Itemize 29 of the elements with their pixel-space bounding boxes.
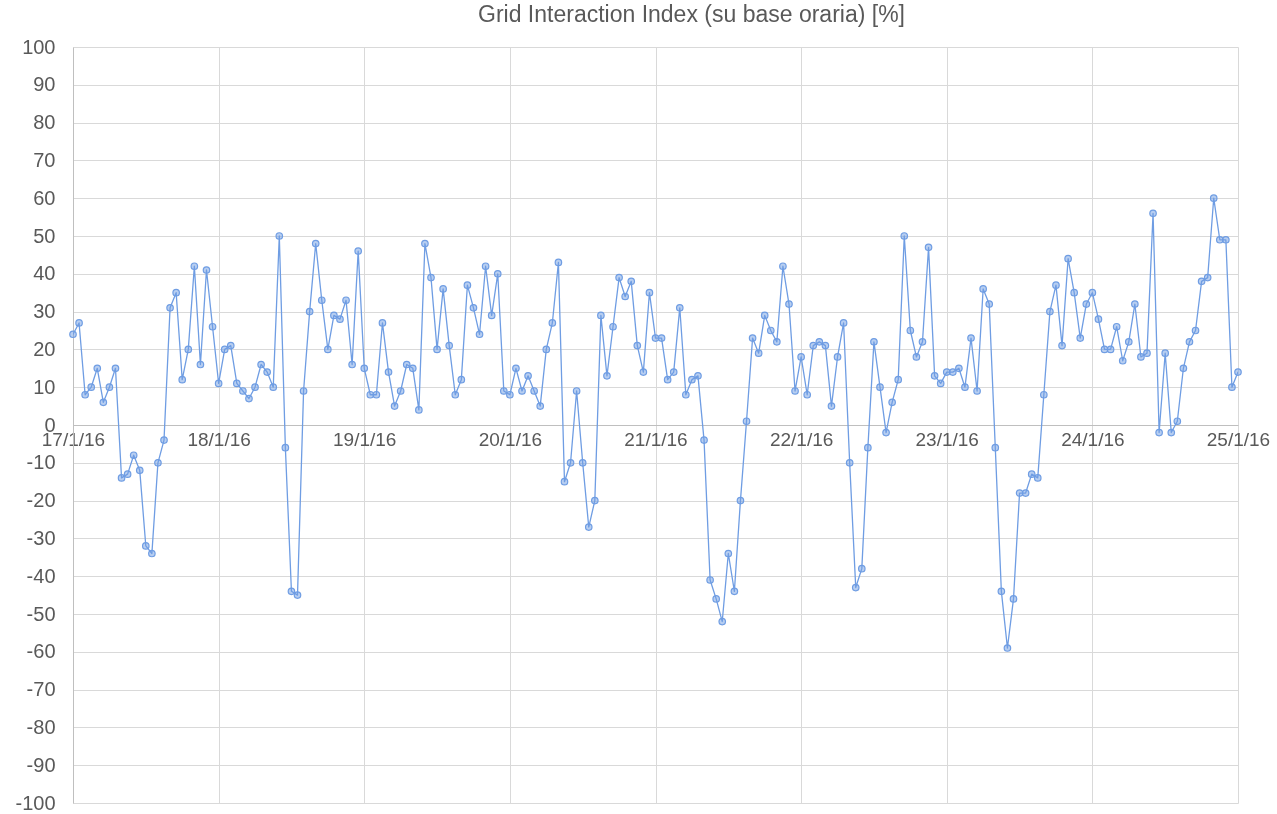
y-tick-label: 80 [33, 111, 56, 134]
x-tick-label: 20/1/16 [478, 428, 543, 450]
y-tick-label: -90 [26, 753, 56, 776]
y-tick-label: 100 [22, 35, 56, 58]
x-tick-label: 18/1/16 [187, 428, 251, 450]
y-tick-label: -10 [26, 451, 56, 474]
y-tick-label: 20 [33, 337, 56, 360]
y-tick-label: 70 [33, 148, 56, 171]
y-tick-label: 90 [33, 73, 56, 96]
y-tick-label: 10 [33, 375, 56, 398]
chart-title: Grid Interaction Index (su base oraria) [%] [478, 1, 905, 27]
y-tick-label: 30 [33, 300, 56, 323]
x-tick-label: 21/1/16 [624, 428, 688, 450]
y-tick-label: -50 [26, 602, 56, 625]
y-tick-label: 60 [33, 186, 56, 209]
y-tick-label: -60 [26, 640, 56, 663]
x-tick-label: 24/1/16 [1061, 428, 1125, 450]
y-tick-label: -20 [26, 489, 56, 512]
x-tick-label: 22/1/16 [769, 428, 834, 450]
y-tick-label: -80 [26, 715, 56, 738]
y-tick-label: -70 [26, 678, 56, 701]
y-tick-label: -100 [15, 791, 56, 814]
x-tick-label: 23/1/16 [915, 428, 979, 450]
x-tick-label: 19/1/16 [333, 428, 397, 450]
y-tick-label: -40 [26, 564, 56, 587]
x-tick-label: 25/1/16 [1206, 428, 1271, 450]
y-tick-label: -30 [26, 526, 56, 549]
y-tick-label: 50 [33, 224, 56, 247]
y-tick-label: 40 [33, 262, 56, 285]
